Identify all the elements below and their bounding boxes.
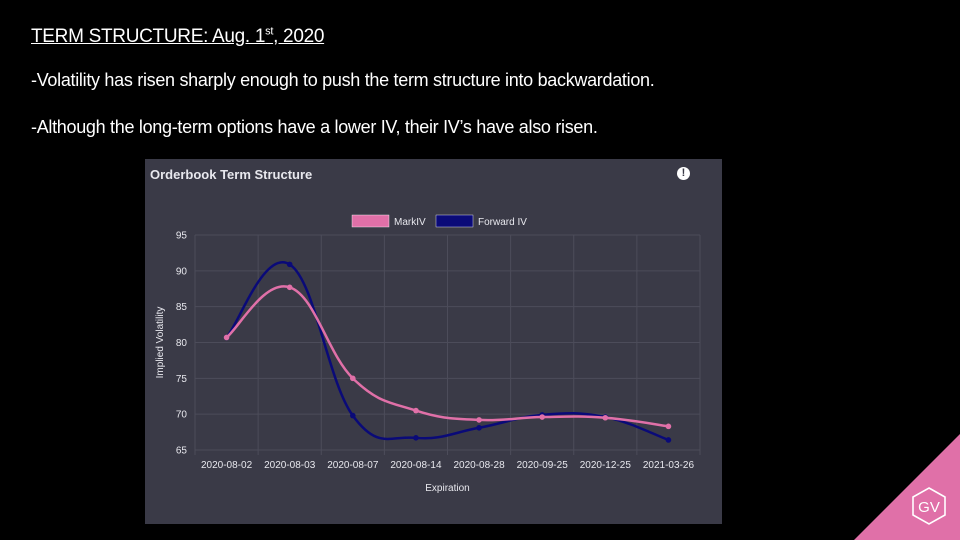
y-tick-label: 85 — [176, 302, 188, 313]
data-point-forward-iv — [286, 261, 293, 268]
y-axis-title: Implied Volatility — [155, 307, 166, 379]
data-point-markiv — [665, 423, 672, 430]
data-point-forward-iv — [413, 435, 419, 441]
data-point-markiv — [223, 334, 230, 341]
legend-label-forward-iv: Forward IV — [478, 217, 527, 228]
y-tick-label: 65 — [176, 446, 188, 457]
legend-swatch-markiv — [351, 214, 390, 228]
legend-label-markiv: MarkIV — [394, 217, 426, 228]
x-tick-label: 2020-08-28 — [453, 460, 505, 471]
gv-logo: GV — [854, 434, 960, 540]
y-tick-label: 70 — [176, 410, 188, 421]
y-tick-label: 90 — [176, 266, 188, 277]
data-point-forward-iv — [476, 424, 482, 431]
bullet-long-term: -Although the long-term options have a l… — [31, 117, 598, 137]
y-tick-label: 95 — [176, 231, 188, 242]
data-point-markiv — [539, 414, 545, 420]
x-tick-label: 2020-08-03 — [264, 460, 316, 471]
x-tick-label: 2021-03-26 — [643, 460, 695, 471]
data-point-markiv — [350, 375, 356, 382]
x-tick-label: 2020-08-02 — [201, 460, 253, 471]
x-tick-label: 2020-12-25 — [580, 460, 632, 471]
info-icon[interactable]: ! — [677, 167, 690, 180]
slide-title: TERM STRUCTURE: Aug. 1st, 2020 — [31, 25, 325, 47]
logo-hexagon — [912, 487, 946, 525]
legend-swatch-forward-iv — [435, 214, 474, 228]
x-axis-title: Expiration — [425, 483, 469, 494]
data-point-markiv — [476, 417, 482, 423]
data-point-markiv — [602, 414, 609, 421]
y-tick-label: 75 — [176, 374, 188, 385]
logo-triangle — [854, 434, 960, 540]
chart-svg: 65 70 75 80 85 90 95 2020-08-02 2020-08-03 2020-0… — [155, 214, 701, 494]
data-point-forward-iv — [350, 412, 356, 419]
x-tick-label: 2020-08-14 — [390, 460, 442, 471]
logo-text: GV — [918, 499, 940, 516]
x-tick-label: 2020-09-25 — [517, 460, 569, 471]
x-tick-label: 2020-08-07 — [327, 460, 379, 471]
bullet-volatility: -Volatility has risen sharply enough to … — [31, 70, 655, 90]
data-point-markiv — [286, 284, 293, 291]
chart-title: Orderbook Term Structure — [150, 167, 313, 182]
data-point-forward-iv — [665, 437, 672, 443]
y-tick-label: 80 — [176, 338, 188, 349]
data-point-markiv — [413, 407, 419, 414]
chart-panel: Orderbook Term Structure ! 65 70 75 80 85 90 9… — [145, 159, 722, 524]
